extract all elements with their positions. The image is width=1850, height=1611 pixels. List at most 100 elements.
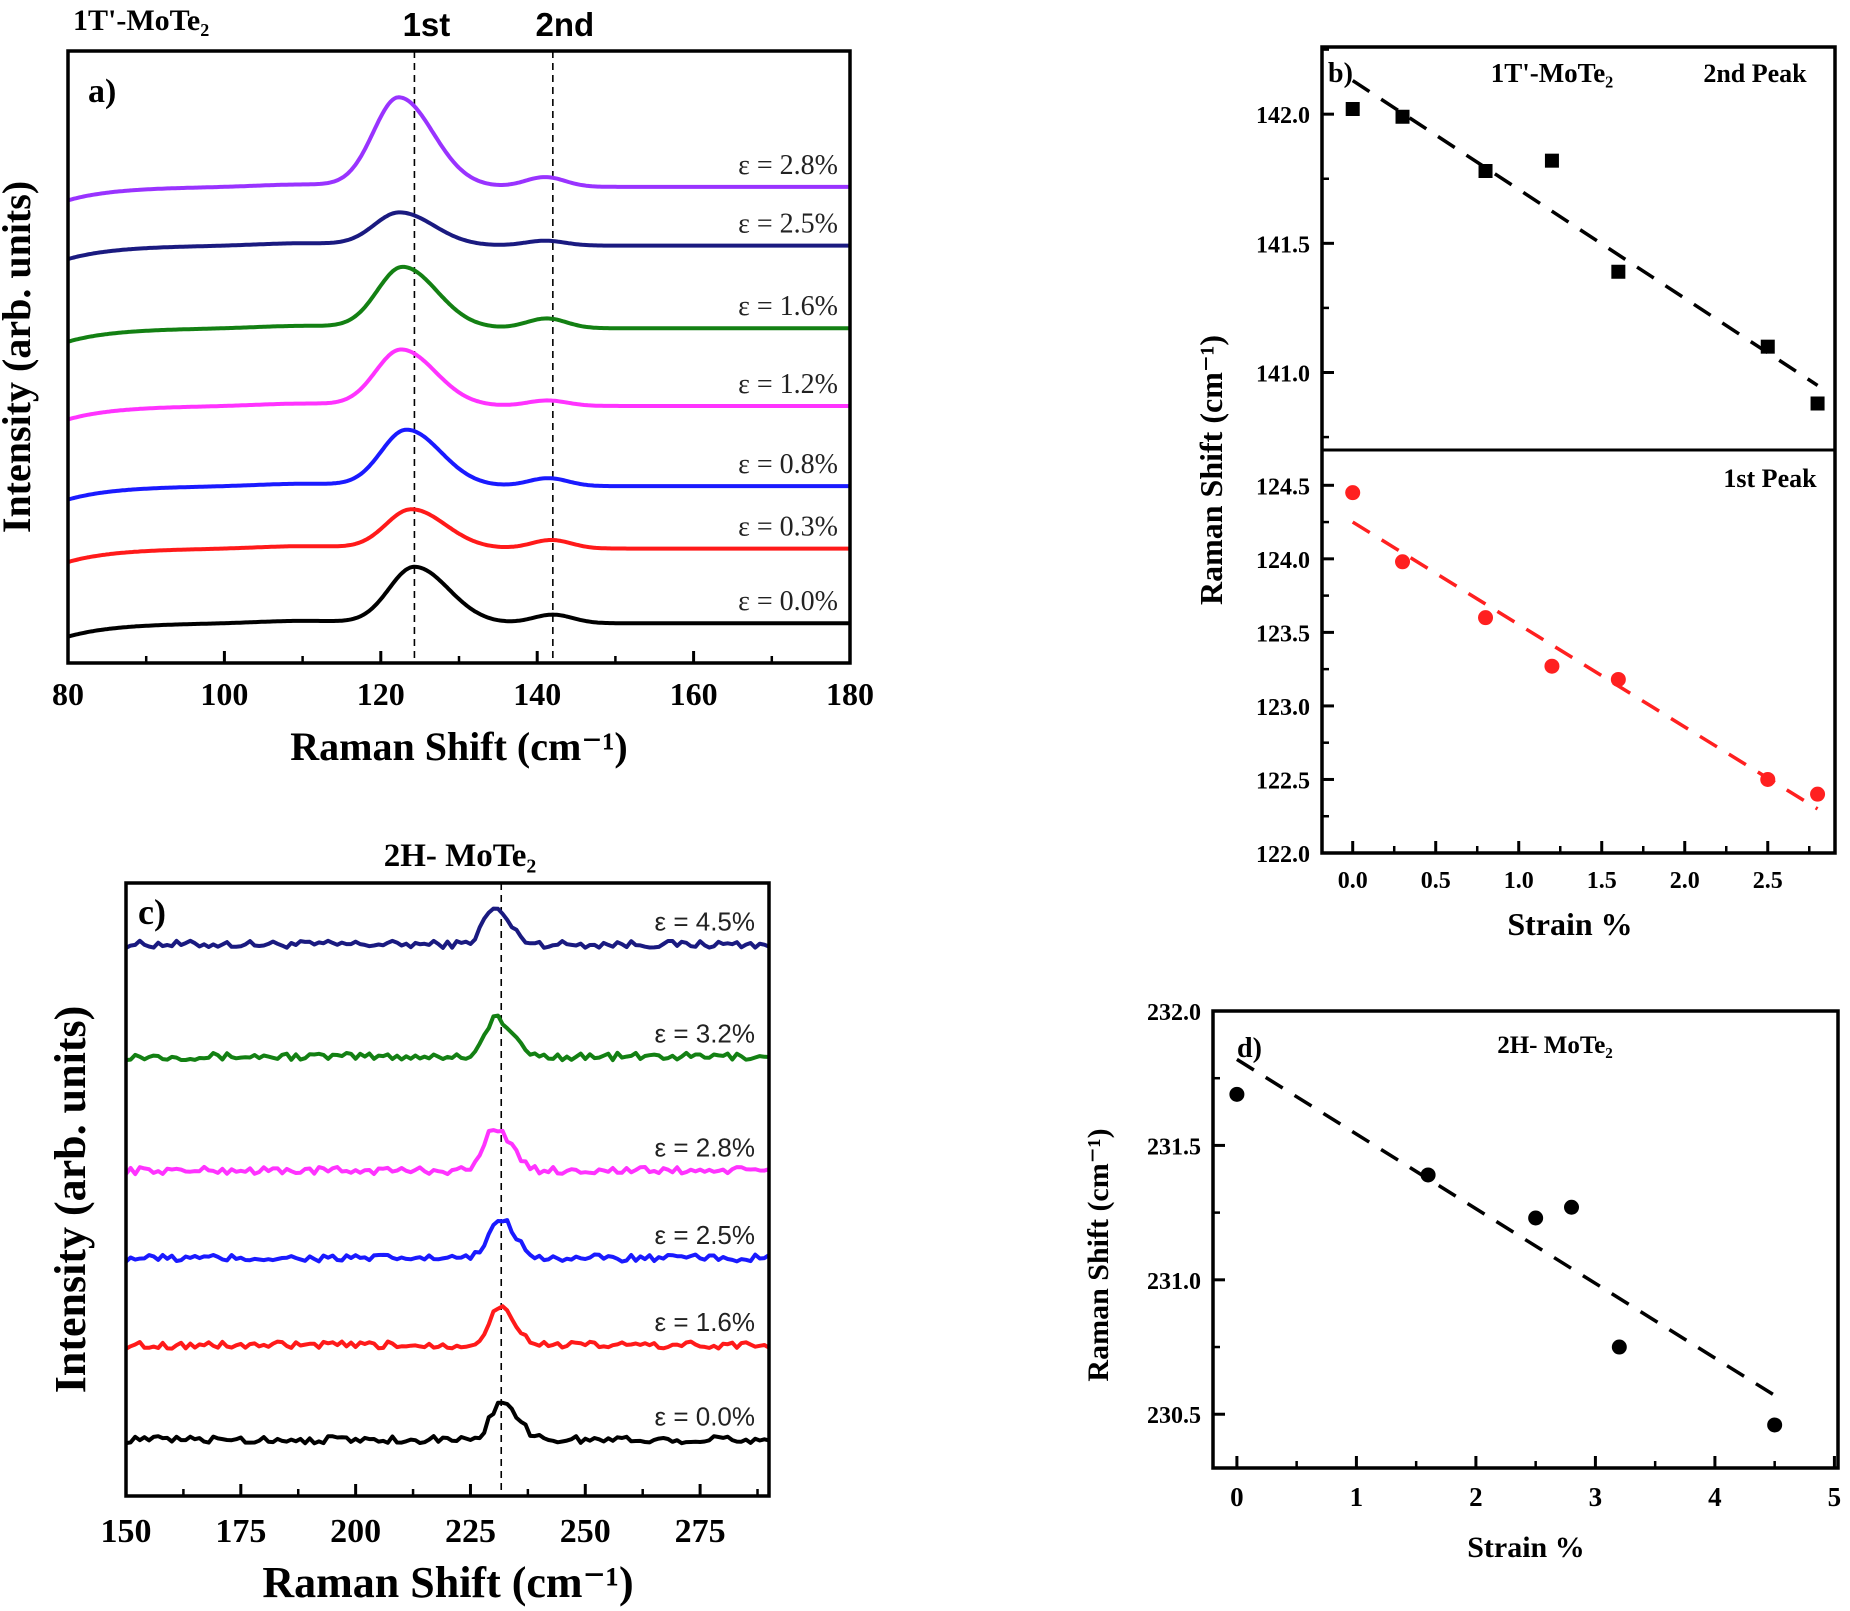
x-tick-label: 120 [357, 676, 405, 712]
series-label: ε = 0.8% [738, 449, 838, 480]
reference-line-label: 2nd [536, 6, 595, 43]
series-label: ε = 1.6% [655, 1307, 755, 1337]
panel-label: c) [138, 892, 166, 932]
spectrum-line [67, 347, 850, 422]
plot-frame [1211, 1009, 1840, 1470]
reference-line-label: 1st [403, 6, 451, 43]
x-axis-label: Raman Shift (cm⁻¹) [290, 724, 628, 769]
x-axis-label: Raman Shift (cm⁻¹) [262, 1558, 633, 1607]
x-axis-label: Strain % [1467, 1531, 1585, 1564]
x-tick-label: 150 [101, 1513, 152, 1550]
y-tick-label: 231.0 [1147, 1269, 1201, 1295]
y-axis-label: Intensity (arb. units) [0, 181, 39, 533]
second-peak-point [1810, 396, 1825, 411]
second-peak-point [1544, 153, 1559, 168]
panel-title: 1T'-MoTe₂ [1491, 58, 1614, 88]
x-tick-label: 1.0 [1504, 868, 1534, 894]
y-axis-label: Intensity (arb. units) [46, 1006, 95, 1394]
spectrum-line [67, 95, 850, 203]
spectrum-line [125, 1400, 770, 1446]
series-label: ε = 1.6% [738, 291, 838, 322]
y-tick-label: 142.0 [1256, 103, 1310, 129]
series-label: ε = 0.0% [655, 1402, 755, 1432]
spectrum-line [67, 564, 850, 639]
spectrum-line [67, 264, 850, 344]
shift-fit-line [1235, 1057, 1776, 1397]
spectrum-line [125, 1013, 770, 1063]
series-label: ε = 4.5% [655, 906, 755, 936]
y-tick-label: 141.0 [1256, 362, 1310, 388]
series-label: ε = 0.0% [738, 586, 838, 617]
x-tick-label: 100 [200, 676, 248, 712]
subplot-label-1st-peak: 1st Peak [1723, 464, 1817, 493]
x-tick-label: 3 [1589, 1482, 1603, 1512]
first-peak-fit-line [1351, 520, 1819, 811]
x-tick-label: 275 [675, 1513, 726, 1550]
y-tick-label: 124.5 [1256, 474, 1310, 500]
series-label: ε = 3.2% [655, 1018, 755, 1048]
x-axis-label: Strain % [1507, 906, 1632, 942]
second-peak-point [1478, 164, 1493, 178]
panel-a-raman-spectra-1t: 1T'-MoTe₂ 1st 2nd ε = 2.8% ε = 2.5% ε = 1.6% ε… [0, 4, 874, 769]
series-label: ε = 2.5% [655, 1220, 755, 1250]
first-peak-point [1345, 485, 1361, 501]
first-peak-point [1544, 658, 1560, 674]
x-tick-label: 2 [1469, 1482, 1483, 1512]
panel-d-strain-shift-2h: 230.5 231.0 231.5 232.0 0 1 2 3 4 5 d) 2H- MoTe₂ Str… [1082, 1000, 1841, 1564]
panel-b-strain-shift-1t: 141.0 141.5 142.0 122.0 122.5 123.0 123.5 124.0… [1193, 45, 1837, 942]
y-axis-label: Raman Shift (cm⁻¹) [1193, 335, 1229, 605]
y-tick-label: 230.5 [1147, 1403, 1201, 1429]
y-axis-label: Raman Shift (cm⁻¹) [1082, 1128, 1115, 1381]
y-tick-label: 231.5 [1147, 1134, 1201, 1160]
y-tick-label: 123.0 [1256, 695, 1310, 721]
spectrum-line [124, 1128, 770, 1177]
first-peak-point [1760, 771, 1776, 787]
x-tick-label: 0 [1230, 1482, 1244, 1512]
x-tick-label: 0.0 [1338, 868, 1368, 894]
shift-point [1564, 1199, 1580, 1215]
x-tick-label: 5 [1828, 1482, 1842, 1512]
y-tick-label: 122.0 [1256, 842, 1310, 868]
panel-label: b) [1328, 58, 1353, 89]
second-peak-point [1760, 339, 1775, 354]
x-tick-label: 2.5 [1753, 868, 1783, 894]
shift-point [1420, 1167, 1436, 1183]
panel-title: 1T'-MoTe₂ [73, 4, 209, 37]
x-tick-label: 80 [52, 676, 84, 712]
x-tick-label: 4 [1708, 1482, 1722, 1512]
spectrum-line [67, 427, 850, 502]
x-tick-label: 200 [330, 1513, 381, 1550]
shift-point [1611, 1339, 1627, 1355]
second-peak-fit-line [1351, 79, 1819, 387]
series-label: ε = 1.2% [738, 369, 838, 400]
spectrum-line [125, 906, 770, 950]
y-tick-label: 232.0 [1147, 1000, 1201, 1026]
series-label: ε = 2.8% [738, 150, 838, 181]
x-tick-label: 140 [513, 676, 561, 712]
x-tick-label: 1 [1350, 1482, 1364, 1512]
spectrum-line [125, 1304, 771, 1351]
second-peak-point [1395, 109, 1410, 124]
panel-c-raman-spectra-2h: 2H- MoTe₂ ε = 4.5% ε = 3.2% ε = 2.8% ε = 2.5… [46, 838, 771, 1607]
x-tick-label: 2.0 [1670, 868, 1700, 894]
x-tick-label: 180 [826, 676, 874, 712]
y-tick-label: 122.5 [1256, 768, 1310, 794]
shift-point [1767, 1417, 1783, 1433]
shift-point [1528, 1210, 1544, 1226]
first-peak-point [1478, 610, 1494, 626]
panel-label: a) [88, 73, 116, 110]
y-tick-label: 123.5 [1256, 621, 1310, 647]
first-peak-point [1810, 786, 1826, 802]
x-tick-label: 0.5 [1421, 868, 1451, 894]
series-label: ε = 0.3% [738, 512, 838, 543]
subplot-label-2nd-peak: 2nd Peak [1703, 59, 1807, 88]
first-peak-point [1395, 554, 1411, 570]
panel-label: d) [1237, 1033, 1262, 1064]
x-tick-label: 175 [215, 1513, 266, 1550]
series-label: ε = 2.8% [655, 1132, 755, 1162]
x-tick-label: 1.5 [1587, 868, 1617, 894]
panel-title: 2H- MoTe₂ [384, 838, 537, 874]
second-peak-point [1345, 102, 1360, 116]
